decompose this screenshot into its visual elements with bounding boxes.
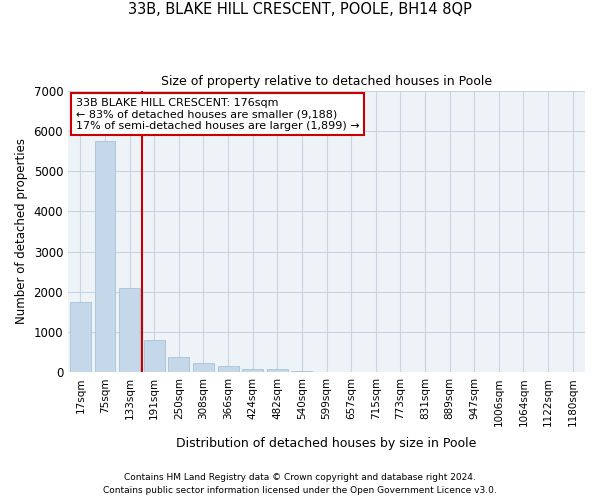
Bar [70, 302, 91, 372]
Bar [144, 340, 164, 372]
Bar [242, 368, 263, 372]
Text: Contains HM Land Registry data © Crown copyright and database right 2024.
Contai: Contains HM Land Registry data © Crown c… [103, 473, 497, 495]
Text: 33B BLAKE HILL CRESCENT: 176sqm
← 83% of detached houses are smaller (9,188)
17%: 33B BLAKE HILL CRESCENT: 176sqm ← 83% of… [76, 98, 359, 131]
Bar [193, 363, 214, 372]
Bar [95, 141, 115, 372]
Bar [169, 357, 189, 372]
Bar [119, 288, 140, 372]
Title: Size of property relative to detached houses in Poole: Size of property relative to detached ho… [161, 75, 492, 88]
X-axis label: Distribution of detached houses by size in Poole: Distribution of detached houses by size … [176, 437, 477, 450]
Bar [218, 366, 239, 372]
Text: 33B, BLAKE HILL CRESCENT, POOLE, BH14 8QP: 33B, BLAKE HILL CRESCENT, POOLE, BH14 8Q… [128, 2, 472, 18]
Bar [267, 370, 288, 372]
Y-axis label: Number of detached properties: Number of detached properties [15, 138, 28, 324]
